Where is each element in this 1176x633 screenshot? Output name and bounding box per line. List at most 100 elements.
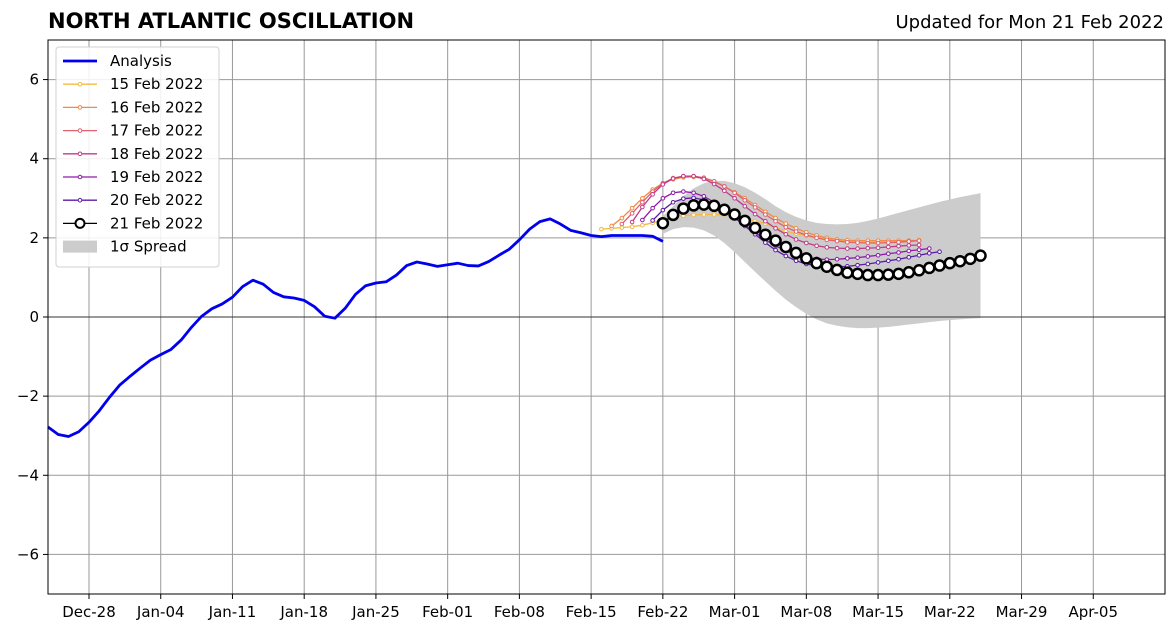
forecast-point — [824, 245, 830, 250]
legend-entry: 19 Feb 2022 — [63, 168, 203, 186]
forecast-point — [769, 234, 782, 247]
forecast-point — [732, 190, 737, 196]
forecast-point — [804, 232, 809, 238]
forecast-point — [681, 173, 686, 179]
forecast-point — [896, 243, 901, 249]
forecast-point — [759, 228, 772, 241]
forecast-point — [629, 211, 635, 216]
forecast-point — [916, 238, 922, 243]
legend-label: 18 Feb 2022 — [110, 145, 203, 163]
y-tick-label: 2 — [29, 229, 39, 247]
x-tick-label: Feb-15 — [566, 603, 617, 621]
forecast-point — [773, 247, 778, 253]
legend-entry: 1σ Spread — [63, 238, 187, 256]
forecast-point — [722, 188, 727, 194]
forecast-point — [640, 195, 645, 201]
forecast-point — [748, 221, 762, 235]
forecast-point — [912, 264, 926, 277]
forecast-series-4 — [629, 173, 922, 251]
forecast-point — [865, 261, 871, 267]
forecast-point — [722, 184, 727, 189]
forecast-point — [896, 239, 901, 245]
legend-entry: 15 Feb 2022 — [63, 75, 203, 93]
forecast-point — [886, 240, 891, 245]
legend-marker — [74, 217, 86, 229]
y-tick-label: 6 — [29, 71, 39, 89]
legend-swatch — [63, 240, 97, 253]
analysis-line — [47, 217, 664, 438]
x-tick-label: Feb-22 — [637, 603, 688, 621]
x-tick-label: Jan-04 — [136, 603, 185, 621]
forecast-point — [660, 195, 666, 201]
forecast-point — [902, 266, 916, 279]
forecast-point — [742, 197, 748, 203]
forecast-point — [763, 218, 768, 224]
forecast-point — [906, 239, 912, 244]
forecast-point — [896, 256, 901, 262]
forecast-point — [701, 212, 707, 217]
forecast-point — [691, 212, 696, 218]
forecast-point — [871, 268, 885, 282]
forecast-point — [629, 219, 635, 225]
forecast-point — [707, 199, 721, 213]
legend-box — [55, 46, 220, 268]
x-tick-label: Dec-28 — [62, 603, 116, 621]
forecast-point — [793, 258, 799, 264]
forecast-point — [670, 199, 676, 205]
forecast-point — [974, 249, 987, 262]
forecast-point — [763, 212, 768, 217]
forecast-point — [855, 240, 860, 245]
forecast-point — [882, 268, 895, 281]
forecast-point — [691, 190, 696, 196]
forecast-point — [640, 222, 645, 228]
forecast-point — [629, 224, 635, 230]
plot-frame — [47, 39, 1166, 595]
series-group — [47, 173, 987, 438]
y-tick-label: −4 — [17, 466, 39, 484]
forecast-point — [783, 224, 789, 230]
x-tick-label: Jan-18 — [279, 603, 328, 621]
legend-entry: 21 Feb 2022 — [63, 214, 203, 232]
forecast-series-7 — [656, 198, 987, 282]
legend-marker — [77, 105, 83, 110]
forecast-point — [789, 246, 803, 260]
x-tick-label: Mar-08 — [780, 603, 832, 621]
forecast-point — [875, 245, 881, 251]
forecast-point — [650, 205, 655, 211]
forecast-point — [800, 252, 813, 265]
forecast-point — [875, 260, 881, 265]
forecast-point — [660, 182, 666, 187]
forecast-point — [640, 199, 645, 205]
forecast-point — [855, 246, 860, 251]
y-tick-label: 4 — [29, 150, 39, 168]
forecast-point — [783, 253, 789, 259]
forecast-point — [865, 245, 871, 251]
forecast-point — [670, 176, 676, 181]
y-tick-label: 0 — [29, 308, 39, 326]
legend-marker — [77, 81, 83, 87]
legend-label: 17 Feb 2022 — [110, 122, 203, 140]
legend-label: 19 Feb 2022 — [110, 168, 203, 186]
forecast-point — [793, 229, 799, 234]
y-tick-label: −6 — [17, 545, 39, 563]
forecast-point — [691, 195, 696, 201]
forecast-point — [609, 223, 614, 229]
x-tick-label: Jan-11 — [208, 603, 257, 621]
forecast-point — [650, 192, 655, 197]
legend-entry: 16 Feb 2022 — [63, 98, 203, 116]
forecast-point — [599, 226, 604, 232]
legend-label: 1σ Spread — [110, 238, 187, 256]
forecast-point — [687, 199, 700, 212]
legend-label: 16 Feb 2022 — [110, 98, 203, 116]
forecast-point — [906, 254, 912, 260]
forecast-point — [752, 211, 758, 217]
forecast-point — [681, 189, 686, 194]
forecast-point — [738, 214, 752, 228]
forecast-point — [670, 190, 676, 196]
forecast-point — [892, 267, 905, 281]
forecast-point — [814, 243, 819, 249]
forecast-point — [660, 207, 666, 213]
forecast-point — [763, 240, 768, 245]
forecast-point — [619, 215, 625, 221]
forecast-point — [619, 225, 625, 230]
